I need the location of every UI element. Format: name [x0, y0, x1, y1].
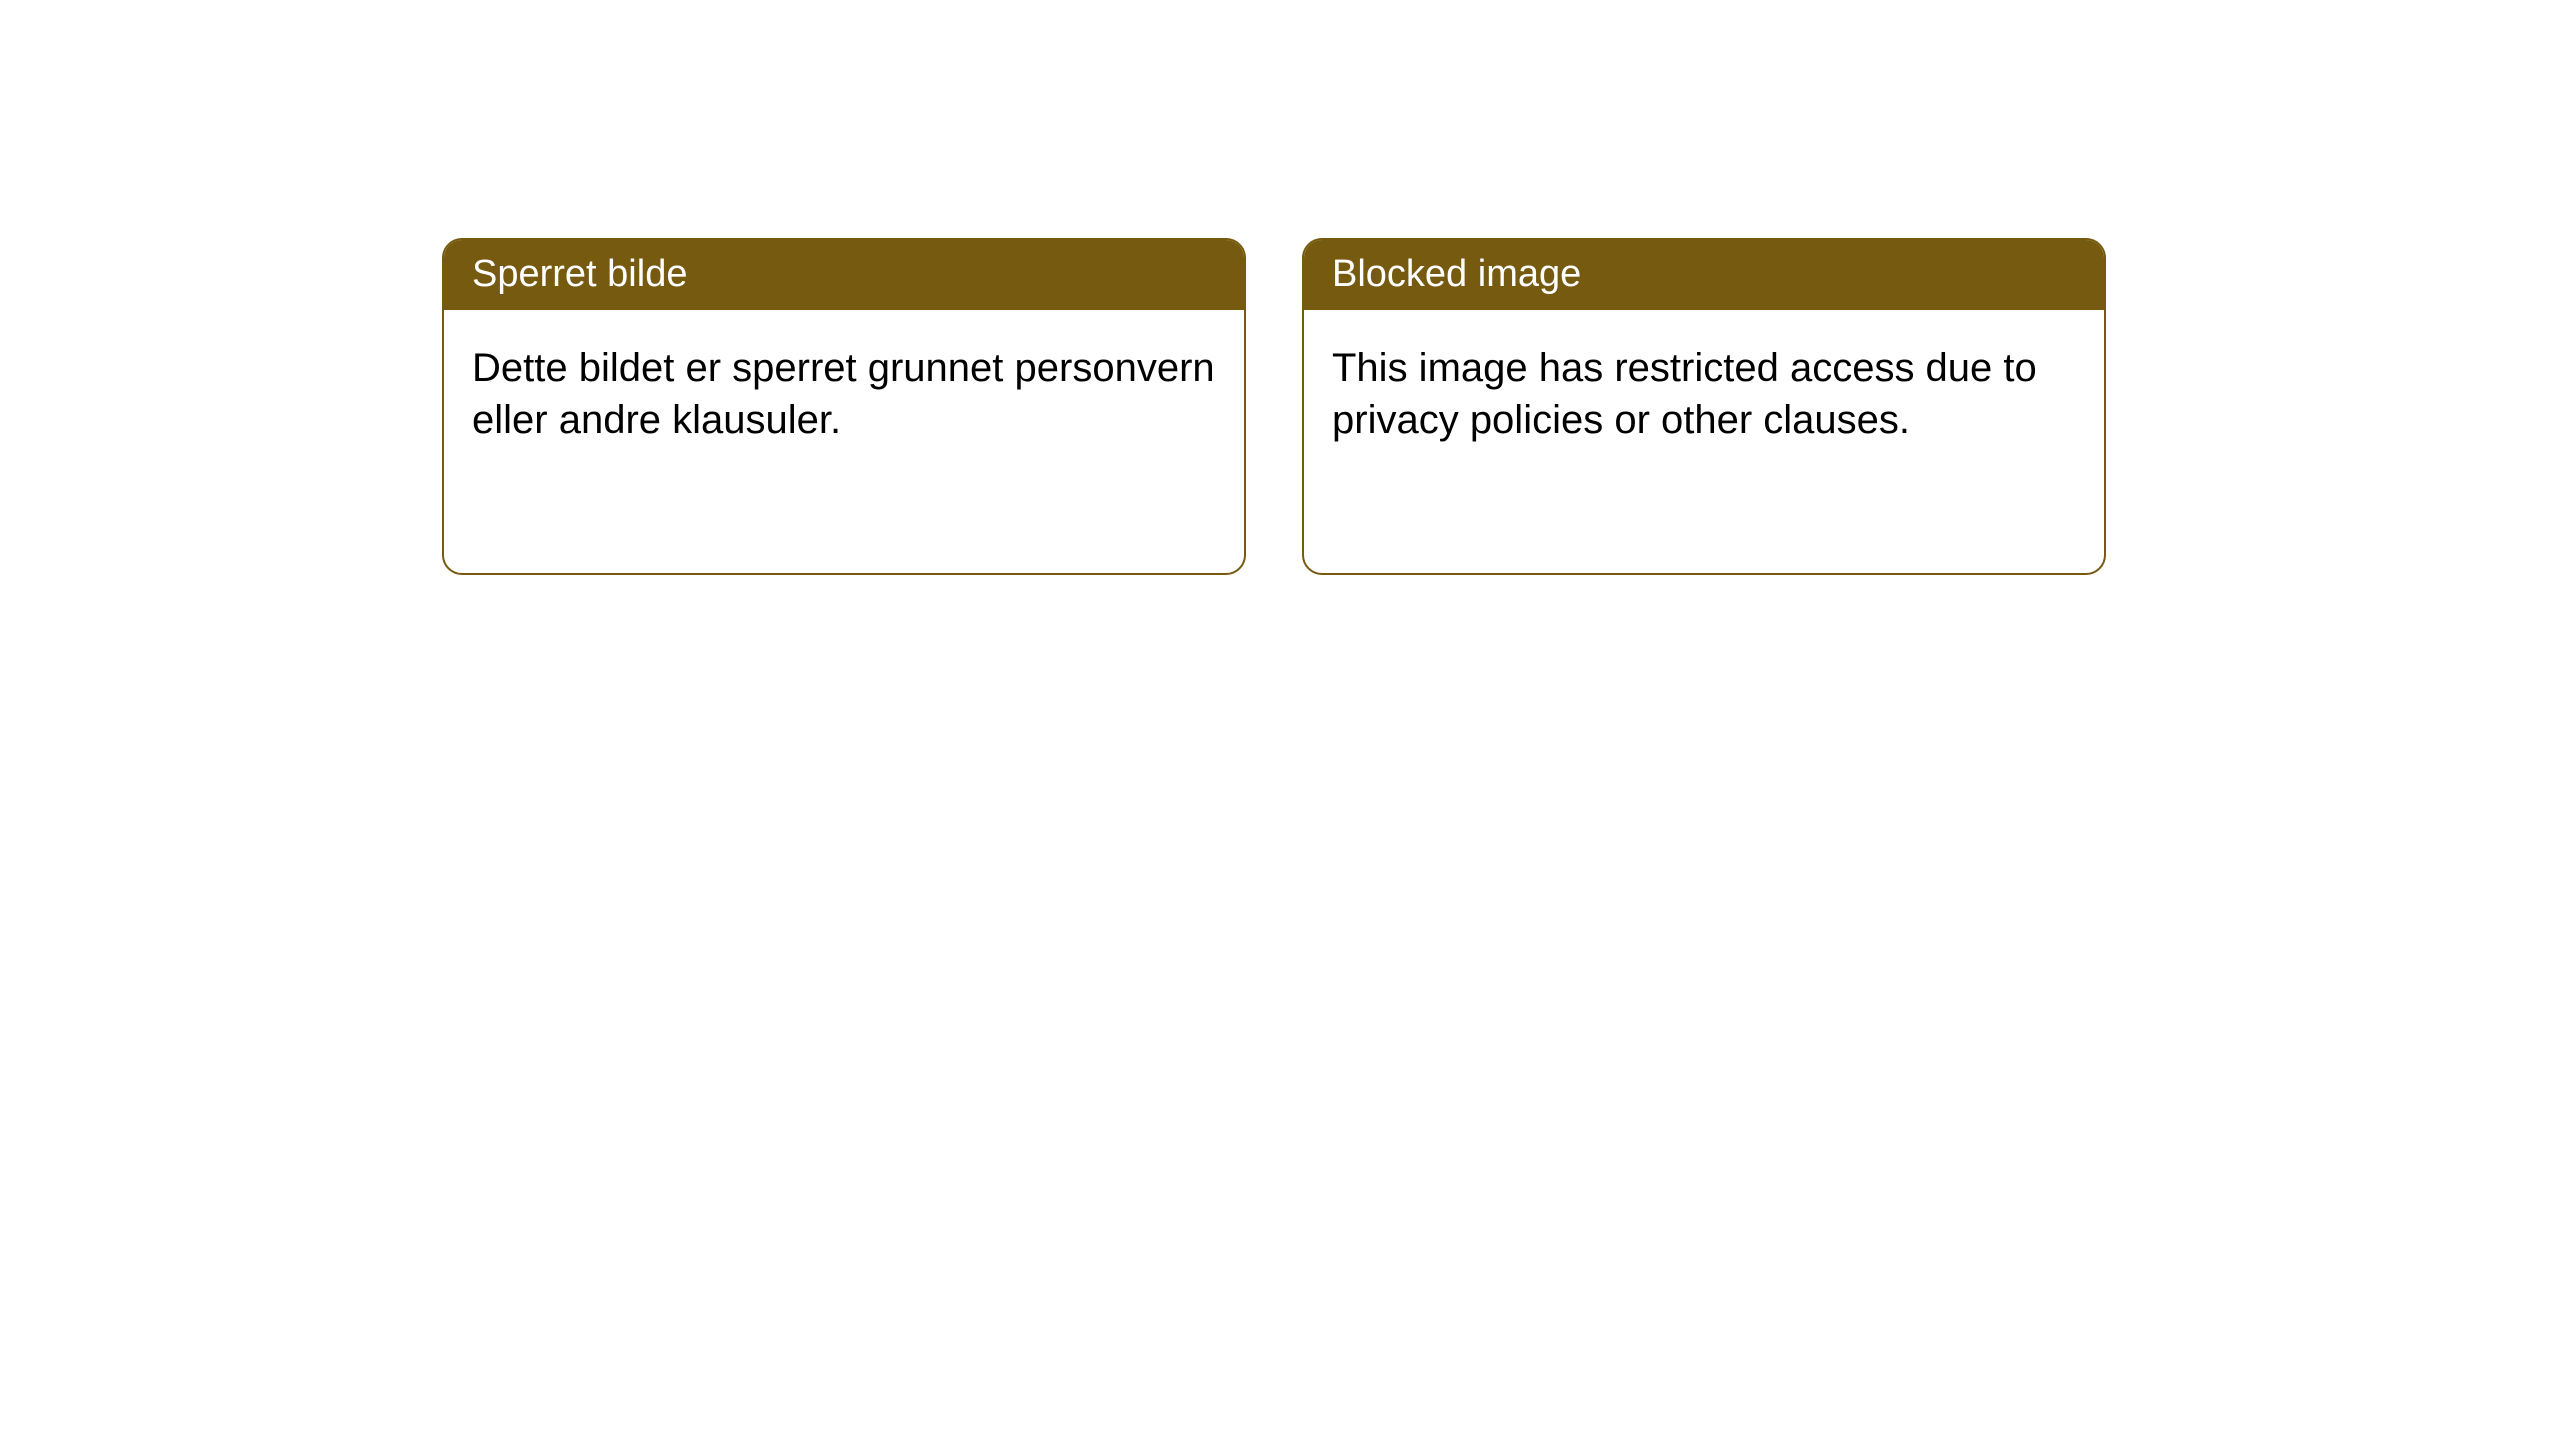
notice-body-text: This image has restricted access due to … [1332, 346, 2037, 443]
notice-box-norwegian: Sperret bilde Dette bildet er sperret gr… [442, 238, 1246, 575]
notice-header: Blocked image [1304, 240, 2104, 310]
notice-title: Sperret bilde [472, 253, 687, 295]
notice-title: Blocked image [1332, 253, 1581, 295]
notice-body: This image has restricted access due to … [1304, 310, 2104, 573]
notice-body: Dette bildet er sperret grunnet personve… [444, 310, 1244, 573]
notice-container: Sperret bilde Dette bildet er sperret gr… [442, 238, 2106, 575]
notice-body-text: Dette bildet er sperret grunnet personve… [472, 346, 1215, 443]
notice-header: Sperret bilde [444, 240, 1244, 310]
notice-box-english: Blocked image This image has restricted … [1302, 238, 2106, 575]
